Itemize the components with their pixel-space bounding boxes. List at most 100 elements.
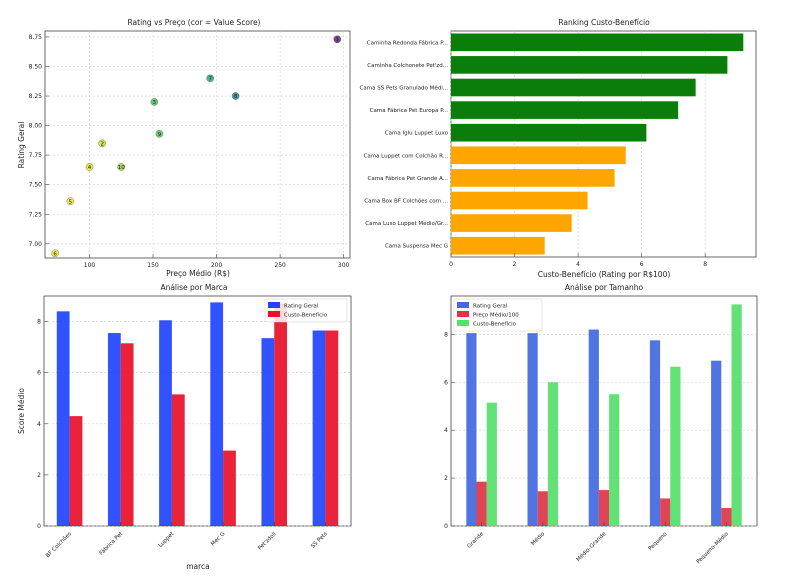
tamanho-bar bbox=[721, 508, 732, 526]
tamanho-ytick-label: 8 bbox=[444, 331, 448, 338]
scatter-point-label: 6 bbox=[53, 251, 57, 257]
ranking-bar bbox=[451, 56, 728, 74]
tamanho-xtick-label: Médio bbox=[530, 530, 547, 547]
scatter-xtick-label: 300 bbox=[338, 262, 350, 269]
ranking-xlabel: Custo-Benefício (Rating por R$100) bbox=[538, 270, 671, 279]
tamanho-legend-swatch bbox=[457, 302, 469, 308]
tamanho-bar bbox=[466, 333, 477, 526]
tamanho-bar bbox=[670, 366, 681, 526]
tamanho-ytick-label: 4 bbox=[444, 427, 448, 434]
ranking-ticks: 0 2 4 6 8 Caminha Redonda Fábrica P... Caminha… bbox=[360, 39, 708, 268]
ranking-category-label: Cama Luppet com Colchão R... bbox=[363, 153, 448, 159]
tamanho-bar bbox=[731, 304, 742, 526]
marca-xtick-label: BF Colchões bbox=[45, 531, 73, 559]
ranking-bar bbox=[451, 101, 679, 119]
tamanho-xtick-label: Pequeno-Médio bbox=[695, 530, 730, 565]
marca-bars bbox=[56, 302, 339, 526]
ranking-bar bbox=[451, 123, 647, 142]
marca-legend-label: Custo-Benefício bbox=[284, 312, 328, 319]
ranking-category-label: Cama Box BF Colchões com ... bbox=[364, 199, 448, 205]
scatter-title: Rating vs Preço (cor = Value Score) bbox=[127, 18, 260, 27]
scatter-point bbox=[98, 139, 106, 148]
marca-panel: Análise por Marca 0 2 4 6 8 BF Colchões Fábric… bbox=[17, 283, 352, 571]
tamanho-title: Análise por Tamanho bbox=[565, 283, 644, 292]
scatter-point bbox=[66, 197, 75, 206]
marca-ytick-label: 6 bbox=[37, 370, 41, 377]
marca-ytick-label: 0 bbox=[37, 523, 41, 530]
ranking-xtick-label: 2 bbox=[513, 261, 517, 268]
scatter-ytick-label: 8.50 bbox=[29, 63, 43, 70]
scatter-point-label: 5 bbox=[69, 199, 73, 205]
tamanho-bar bbox=[547, 382, 559, 526]
tamanho-bar bbox=[711, 360, 722, 526]
marca-bar bbox=[223, 450, 236, 526]
ranking-bar bbox=[451, 78, 696, 97]
marca-legend: Rating Geral Custo-Benefício bbox=[264, 298, 348, 323]
marca-legend-box bbox=[264, 298, 348, 323]
ranking-xtick-label: 8 bbox=[703, 261, 707, 268]
tamanho-bar bbox=[649, 340, 661, 526]
ranking-category-label: Caminha Redonda Fábrica P... bbox=[367, 39, 449, 46]
ranking-xtick-label: 4 bbox=[576, 261, 580, 268]
marca-xtick-label: SS Pets bbox=[310, 531, 329, 550]
tamanho-bar bbox=[476, 481, 487, 526]
tamanho-legend-swatch bbox=[457, 311, 469, 317]
marca-ytick-label: 8 bbox=[37, 319, 41, 326]
scatter-point bbox=[333, 35, 342, 44]
scatter-point-label: 4 bbox=[88, 165, 92, 171]
tamanho-legend-label: Preço Médio/100 bbox=[473, 312, 519, 319]
marca-xtick-label: Luppet bbox=[158, 531, 176, 549]
tamanho-bar bbox=[537, 491, 548, 526]
scatter-ticks: 100 150 200 250 300 7.00 7.25 7.50 7.75 8.00 8.25 8… bbox=[29, 34, 350, 269]
tamanho-legend: Rating Geral Preço Médio/100 Custo-Benefíc… bbox=[453, 298, 543, 332]
scatter-ylabel: Rating Geral bbox=[17, 122, 26, 169]
scatter-xtick-label: 150 bbox=[147, 262, 159, 269]
scatter-point-label: 1 bbox=[336, 37, 340, 43]
scatter-xlabel: Preço Médio (R$) bbox=[166, 269, 230, 278]
tamanho-ytick-label: 0 bbox=[444, 523, 448, 530]
scatter-point bbox=[206, 74, 215, 83]
marca-ytick-label: 2 bbox=[37, 472, 41, 479]
scatter-points: 1 2 3 4 5 6 7 8 9 10 bbox=[51, 35, 342, 257]
marca-plot-area bbox=[43, 295, 352, 527]
marca-bar bbox=[210, 302, 224, 526]
tamanho-ytick-label: 2 bbox=[444, 475, 448, 482]
scatter-point-label: 9 bbox=[158, 132, 162, 138]
tamanho-legend-label: Rating Geral bbox=[473, 304, 508, 310]
scatter-panel: Rating vs Preço (cor = Value Score) 100 1… bbox=[17, 18, 351, 278]
marca-xtick-label: Pet'zdoll bbox=[257, 531, 278, 552]
ranking-category-label: Caminha Colchonete Pet'zd... bbox=[367, 63, 448, 69]
scatter-ytick-label: 7.25 bbox=[29, 211, 43, 218]
marca-ytick-label: 4 bbox=[37, 421, 41, 428]
marca-xlabel: marca bbox=[186, 562, 210, 571]
scatter-plot-area bbox=[44, 30, 351, 259]
marca-grid bbox=[44, 321, 351, 527]
tamanho-bar bbox=[598, 490, 610, 526]
scatter-point bbox=[155, 130, 164, 138]
ranking-bar bbox=[451, 214, 572, 232]
tamanho-ytick-label: 6 bbox=[444, 379, 448, 386]
scatter-ytick-label: 7.00 bbox=[29, 241, 43, 248]
ranking-bar bbox=[451, 169, 615, 187]
scatter-xtick-label: 100 bbox=[84, 262, 96, 269]
scatter-point-label: 8 bbox=[234, 94, 238, 100]
ranking-xtick-label: 6 bbox=[640, 261, 644, 268]
ranking-panel: Ranking Custo-Benefício 0 2 4 6 8 Caminha Red… bbox=[360, 18, 757, 279]
marca-bar bbox=[261, 338, 275, 526]
ranking-xtick-label: 0 bbox=[449, 261, 453, 268]
ranking-category-label: Cama Fábrica Pet Europa P... bbox=[370, 107, 449, 114]
scatter-point bbox=[150, 98, 159, 106]
marca-xtick-label: Fábrica Pet bbox=[98, 530, 125, 557]
marca-bar bbox=[312, 330, 326, 526]
marca-xtick-label: Mec G bbox=[210, 531, 226, 547]
scatter-point bbox=[85, 163, 94, 171]
marca-bar bbox=[107, 333, 121, 526]
scatter-point-label: 10 bbox=[118, 165, 125, 171]
tamanho-bar bbox=[609, 394, 620, 526]
marca-bar bbox=[159, 320, 172, 526]
ranking-bar bbox=[451, 146, 626, 165]
marca-bar bbox=[325, 330, 339, 526]
tamanho-xtick-label: Médio-Grande bbox=[575, 530, 608, 563]
scatter-ytick-label: 7.75 bbox=[29, 152, 43, 159]
